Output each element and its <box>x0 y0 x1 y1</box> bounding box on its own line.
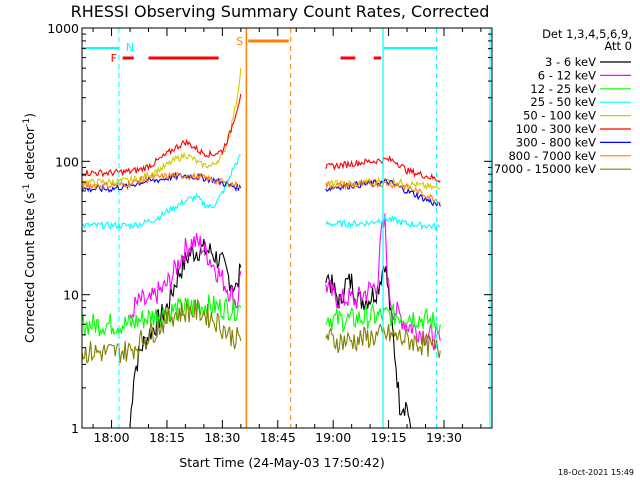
y-axis-ticks: 1 10 100 1000 <box>47 21 492 436</box>
legend-entry-label-8: 800 - 7000 keV <box>508 149 596 163</box>
series-line-4-segment-1 <box>81 154 242 231</box>
x-tick-label-6: 19:15 <box>371 430 407 445</box>
x-axis-ticks: 18:00 18:15 18:30 18:45 19:00 19:15 19:30 <box>92 28 482 445</box>
legend-entry-label-1: 3 - 6 keV <box>545 55 596 69</box>
x-tick-label-2: 18:15 <box>149 430 185 445</box>
x-tick-label-7: 19:30 <box>426 430 462 445</box>
series-line-7-segment-1 <box>81 171 242 194</box>
x-tick-label-1: 18:00 <box>94 430 130 445</box>
series-line-6-segment-1 <box>81 93 242 178</box>
y-tick-label-1: 1 <box>71 421 79 436</box>
legend-entry-label-5: 50 - 100 keV <box>523 109 596 123</box>
legend-header-line-2: Att 0 <box>604 39 632 53</box>
x-axis-label: Start Time (24-May-03 17:50:42) <box>179 455 384 470</box>
series-line-5-segment-1 <box>81 68 242 187</box>
plot-frame <box>81 27 493 429</box>
plot-area: NF S <box>81 28 491 429</box>
x-tick-label-4: 18:45 <box>260 430 296 445</box>
y-axis-label: Corrected Count Rate (s-1 detector-1) <box>22 113 37 343</box>
series-line-2-segment-1 <box>129 232 242 320</box>
y-tick-label-4: 1000 <box>47 21 79 36</box>
plot-border <box>81 27 493 429</box>
legend-entry-label-9: 7000 - 15000 keV <box>494 162 596 176</box>
legend-entry-label-3: 12 - 25 keV <box>530 82 596 96</box>
legend-entry-label-6: 100 - 300 keV <box>516 122 596 136</box>
y-tick-label-3: 100 <box>55 154 79 169</box>
series-line-1-segment-1 <box>129 238 242 428</box>
timestamp: 18-Oct-2021 15:49 <box>558 468 634 477</box>
legend-entry-label-2: 6 - 12 keV <box>538 68 596 82</box>
series-line-1-segment-2 <box>325 265 412 429</box>
flag-label-n: N <box>126 41 134 54</box>
x-tick-label-5: 19:00 <box>315 430 351 445</box>
chart-title: RHESSI Observing Summary Count Rates, Co… <box>71 2 490 21</box>
flag-label-f: F <box>111 52 117 65</box>
legend-entry-label-4: 25 - 50 keV <box>530 95 596 109</box>
flag-label-s: S <box>236 35 243 48</box>
series-line-8-segment-1 <box>81 171 242 191</box>
y-tick-label-2: 10 <box>63 288 79 303</box>
legend-header-line-1: Det 1,3,4,5,6,9, <box>542 27 632 41</box>
series-line-3-segment-1 <box>81 294 242 337</box>
legend-entry-label-7: 300 - 800 keV <box>516 135 596 149</box>
series-line-9-segment-1 <box>81 298 242 364</box>
x-tick-label-3: 18:30 <box>204 430 240 445</box>
